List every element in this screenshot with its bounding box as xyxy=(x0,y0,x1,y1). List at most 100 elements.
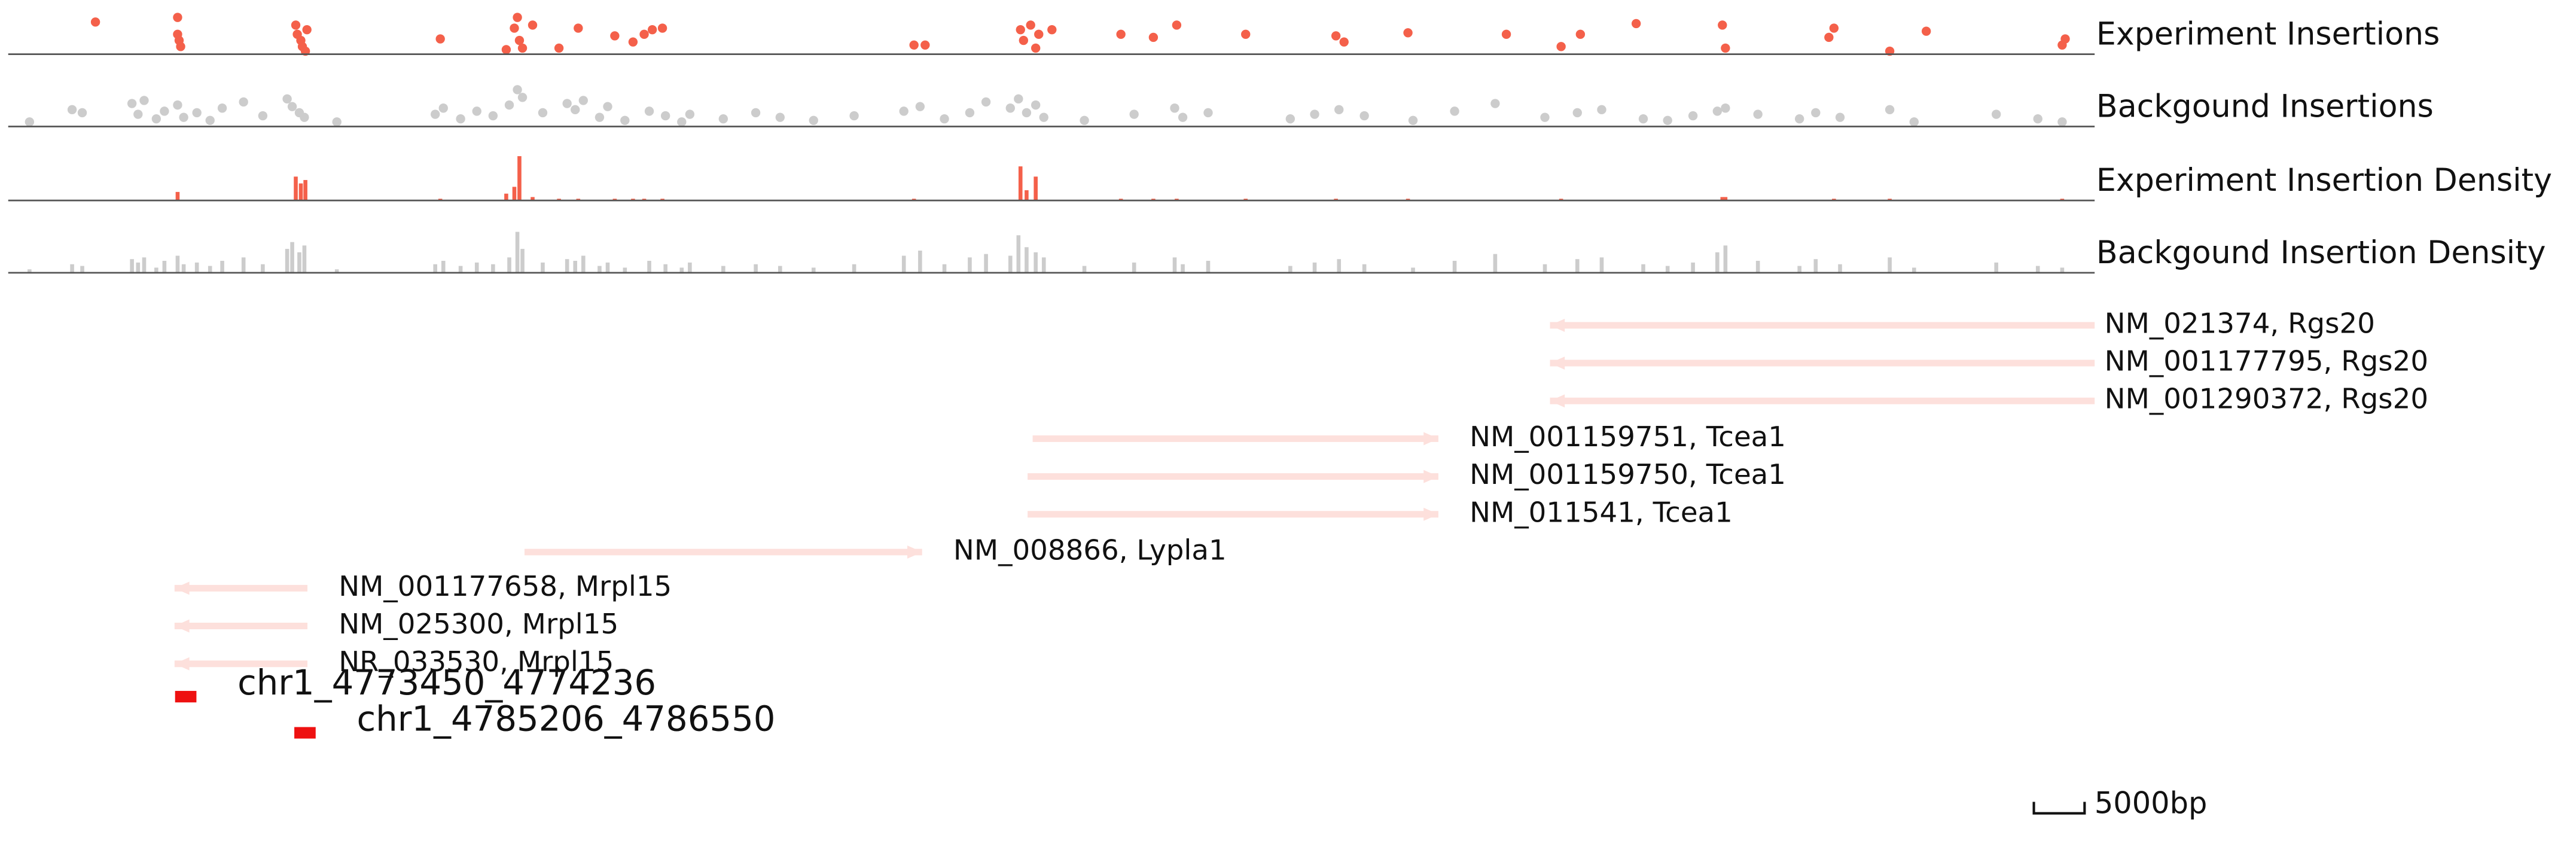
density-bar xyxy=(80,266,84,273)
density-bar xyxy=(663,264,667,273)
insertion-point xyxy=(1339,37,1349,47)
insertion-point xyxy=(809,115,818,125)
insertion-point xyxy=(920,40,930,50)
insertion-point xyxy=(1663,115,1672,125)
gene-label: NM_001159751, Tcea1 xyxy=(1470,421,1786,453)
peak-label: chr1_4773450_4774236 xyxy=(237,662,656,703)
insertion-point xyxy=(435,34,445,44)
insertion-point xyxy=(1718,20,1727,30)
density-bar xyxy=(754,264,758,273)
density-bar xyxy=(512,187,517,201)
insertion-point xyxy=(513,85,522,95)
density-bar xyxy=(1288,266,1292,273)
density-bar xyxy=(1008,255,1013,273)
density-bar xyxy=(1599,257,1604,273)
insertion-point xyxy=(1359,111,1369,121)
density-bar xyxy=(1452,261,1457,273)
insertion-point xyxy=(1116,29,1126,39)
insertion-point xyxy=(644,106,654,116)
insertion-point xyxy=(25,117,35,127)
density-bar xyxy=(302,245,307,273)
density-bar xyxy=(1018,166,1023,201)
insertion-point xyxy=(1014,94,1023,104)
density-bar xyxy=(942,264,947,273)
density-bar xyxy=(517,156,522,201)
insertion-point xyxy=(1178,112,1188,122)
density-bar xyxy=(2035,266,2040,273)
density-bar xyxy=(642,199,647,201)
insertion-point xyxy=(915,102,925,111)
density-bar xyxy=(1832,199,1836,201)
insertion-point xyxy=(639,29,649,39)
density-bar xyxy=(2060,199,2065,201)
insertion-point xyxy=(1631,19,1641,29)
gene-arrow xyxy=(1423,470,1438,483)
insertion-point xyxy=(239,97,248,107)
density-bar xyxy=(441,261,446,273)
density-bar xyxy=(294,176,298,201)
density-bar xyxy=(531,197,535,201)
insertion-point xyxy=(282,94,292,104)
density-bar xyxy=(1755,261,1760,273)
insertion-point xyxy=(603,102,612,111)
scale-bar-label: 5000bp xyxy=(2095,785,2208,820)
density-bar xyxy=(565,259,569,273)
density-bar xyxy=(474,262,479,273)
density-bar xyxy=(1334,199,1338,201)
density-bar xyxy=(1813,259,1818,273)
insertion-point xyxy=(1597,105,1606,115)
insertion-point xyxy=(620,115,630,125)
insertion-point xyxy=(1638,114,1648,124)
insertion-point xyxy=(332,117,342,127)
insertion-point xyxy=(1575,29,1586,39)
peak xyxy=(175,691,197,703)
density-bar xyxy=(1888,257,1892,273)
density-bar xyxy=(458,266,463,273)
insertion-point xyxy=(1172,20,1182,30)
density-bar xyxy=(520,249,525,273)
density-bar xyxy=(130,259,134,273)
insertion-point xyxy=(2060,34,2070,44)
density-bar xyxy=(1994,262,1998,273)
density-bar xyxy=(1034,176,1038,201)
insertion-point xyxy=(899,106,909,116)
insertion-point xyxy=(751,108,761,118)
insertion-point xyxy=(90,17,100,27)
insertion-point xyxy=(438,103,448,113)
gene-label: NM_001177658, Mrpl15 xyxy=(339,571,672,603)
gene-arrow xyxy=(174,581,190,595)
density-bar xyxy=(581,255,586,273)
insertion-point xyxy=(1170,103,1179,113)
density-bar xyxy=(576,199,581,201)
density-bar xyxy=(1025,247,1029,273)
density-bar xyxy=(901,255,906,273)
insertion-point xyxy=(431,109,440,119)
insertion-point xyxy=(981,97,991,107)
density-bar xyxy=(968,257,972,273)
density-bar xyxy=(557,199,561,201)
density-bar xyxy=(334,269,339,273)
gene-arrow xyxy=(174,619,190,633)
density-bar xyxy=(1542,264,1547,273)
peak-label: chr1_4785206_4786550 xyxy=(356,698,775,739)
density-bar xyxy=(721,266,725,273)
insertion-point xyxy=(1556,42,1566,51)
density-bar xyxy=(631,199,635,201)
density-bar xyxy=(1797,266,1801,273)
insertion-point xyxy=(1005,103,1015,113)
insertion-point xyxy=(67,105,77,115)
track-label: Experiment Insertions xyxy=(2096,16,2440,52)
insertion-point xyxy=(657,23,667,33)
insertion-point xyxy=(1031,100,1041,110)
density-bar xyxy=(70,264,74,273)
insertion-point xyxy=(1031,43,1041,53)
insertion-point xyxy=(1080,115,1089,125)
density-bar xyxy=(1172,257,1177,273)
insertion-point xyxy=(628,37,638,47)
density-bar xyxy=(241,257,246,273)
insertion-point xyxy=(1885,105,1895,115)
insertion-point xyxy=(528,20,538,30)
density-bar xyxy=(142,257,147,273)
insertion-point xyxy=(538,108,548,118)
